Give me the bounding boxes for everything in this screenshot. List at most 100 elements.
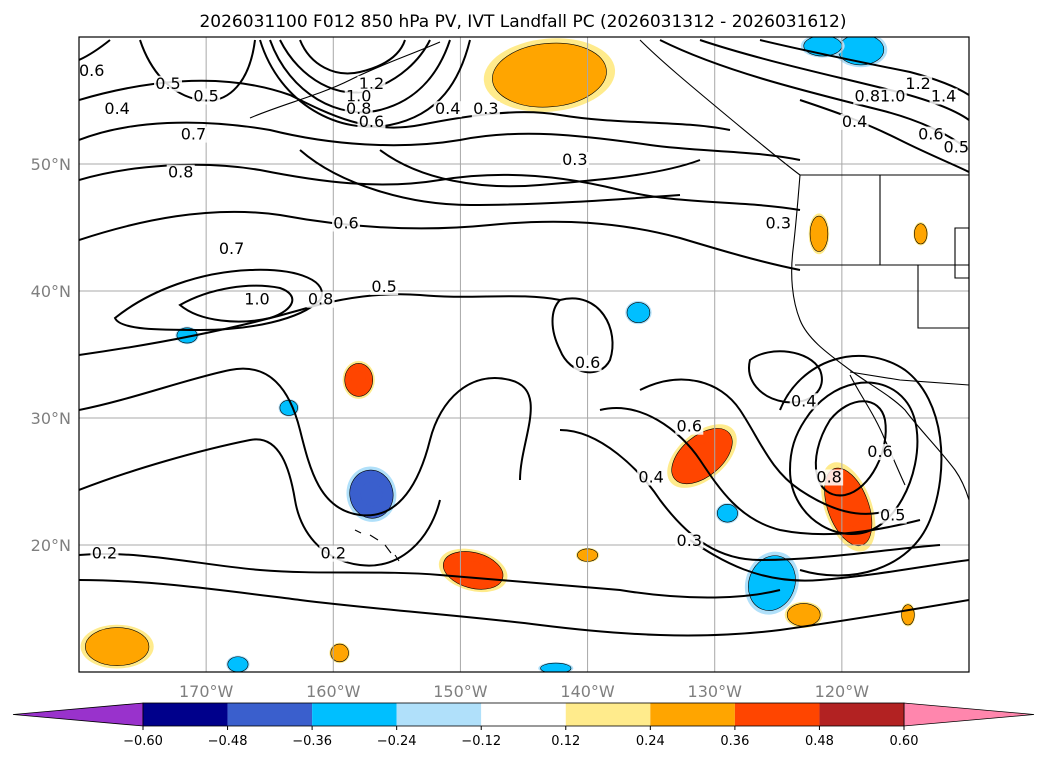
contour-label-bg: [904, 75, 933, 92]
lon-tick-label: 150°W: [433, 682, 488, 701]
contour-label: 0.6: [333, 214, 358, 233]
contour-label: 0.4: [842, 112, 867, 131]
contour-labels: 0.60.50.50.40.70.81.21.00.80.60.4 0.30.30…: [79, 61, 969, 563]
ivt-patch: [900, 603, 916, 627]
colorbar-tick-label: 0.48: [805, 734, 834, 749]
lon-tick-label: 120°W: [815, 682, 870, 701]
contour-label-bg: [357, 113, 386, 130]
contour-label-bg: [357, 75, 386, 92]
pv-contour: [79, 367, 532, 517]
contour-label-bg: [306, 291, 335, 308]
ivt-patch-fill: [914, 223, 928, 245]
colorbar-tick-label: −0.36: [292, 734, 332, 749]
lon-tick-label: 140°W: [560, 682, 615, 701]
contour-label: 1.0: [880, 87, 905, 106]
contour-label-bg: [166, 164, 195, 181]
contour-label: 0.3: [473, 99, 498, 118]
ivt-patch-fill: [786, 603, 821, 627]
bc-coast: [639, 39, 801, 176]
contour-label: 0.3: [766, 214, 791, 233]
ivt-patch: [346, 466, 397, 522]
contour-label-bg: [192, 88, 221, 105]
contour-label-bg: [243, 291, 271, 308]
colorbar-segment: [227, 703, 313, 726]
contour-label: 0.8: [816, 468, 841, 487]
pv-contour: [79, 163, 801, 211]
ivt-patch: [625, 300, 652, 325]
contour-label: 0.7: [181, 125, 206, 144]
ivt-pc-shading: [80, 37, 928, 672]
colorbar: −0.60 −0.48 −0.36 −0.24 −0.12 0.12 0.24 0.36 0.4…: [12, 702, 1035, 749]
contour-label: 0.8: [168, 163, 193, 182]
contour-label-bg: [675, 418, 704, 435]
pv-contour: [79, 210, 801, 271]
contour-label: 0.6: [79, 61, 104, 80]
colorbar-tick-label: 0.12: [551, 734, 580, 749]
colorbar-tick-label: −0.24: [377, 734, 417, 749]
pv-contour: [79, 438, 441, 567]
ivt-patch: [80, 624, 154, 669]
contour-label: 1.4: [931, 87, 956, 106]
contour-label-bg: [560, 152, 589, 168]
ivt-patch: [483, 38, 616, 112]
pv-contour: [779, 355, 943, 577]
pv-contour: [759, 39, 969, 96]
contour-label: 0.4: [791, 391, 816, 410]
contour-label-bg: [942, 139, 969, 156]
colorbar-extend-low: [12, 702, 144, 727]
longitude-tick-labels: 170°W 160°W 150°W 140°W 130°W 120°W: [179, 682, 869, 701]
hawaii: [354, 529, 400, 562]
ivt-patch-core: [686, 442, 718, 470]
colorbar-tick-label: −0.60: [123, 734, 163, 749]
pv-contour: [639, 378, 891, 515]
contour-label-bg: [433, 101, 462, 118]
contour-label: 0.8: [346, 99, 371, 118]
contour-label: 0.4: [638, 468, 663, 487]
contour-label: 0.8: [855, 87, 880, 106]
colorbar-extend-high: [903, 702, 1035, 727]
contour-label: 1.2: [905, 74, 930, 93]
pv-contour: [551, 297, 614, 374]
colorbar-segment: [650, 703, 735, 726]
border-mexico: [849, 371, 969, 386]
figure-title: 2026031100 F012 850 hPa PV, IVT Landfall…: [199, 12, 846, 32]
colorbar-tick-label: −0.48: [208, 734, 248, 749]
colorbar-tick-label: 0.36: [720, 734, 749, 749]
contour-label-bg: [370, 279, 399, 295]
map-panel: 0.60.50.50.40.70.81.21.00.80.60.4 0.30.30…: [78, 36, 970, 673]
lon-tick-label: 130°W: [688, 682, 743, 701]
border-state-4: [954, 227, 969, 279]
lon-tick-label: 160°W: [306, 682, 361, 701]
pv-contour: [748, 350, 823, 404]
ivt-patch: [808, 213, 830, 255]
ivt-patch-fill: [492, 42, 607, 108]
ivt-patch-core: [351, 371, 366, 389]
colorbar-tick-label: 0.24: [636, 734, 665, 749]
contour-label: 0.3: [562, 150, 587, 169]
contour-label: 0.4: [104, 99, 129, 118]
lon-tick-label: 170°W: [179, 682, 234, 701]
coastlines: [249, 39, 969, 562]
contour-label: 0.2: [321, 544, 346, 563]
colorbar-tick-label: 0.60: [890, 734, 919, 749]
ivt-patch: [744, 551, 799, 615]
ivt-patch: [342, 360, 375, 399]
pv-contour: [79, 121, 801, 161]
contour-label-bg: [929, 88, 958, 105]
contour-label: 1.2: [359, 74, 384, 93]
contour-label-bg: [344, 88, 373, 105]
pv-contour: [79, 79, 731, 131]
ivt-patch-fill: [540, 662, 572, 672]
ivt-patch-core: [360, 482, 383, 507]
pv-contour: [269, 39, 451, 114]
ivt-patch-fill: [837, 37, 885, 66]
contour-label-bg: [79, 63, 106, 80]
colorbar-segment: [819, 703, 904, 726]
ivt-patch-fill: [85, 627, 150, 666]
pv-contour: [799, 99, 969, 173]
ivt-patch-fill: [901, 604, 915, 626]
contour-label: 0.8: [308, 290, 333, 309]
pv-contour: [79, 552, 781, 599]
ivt-patch: [175, 326, 199, 345]
lat-tick-label: 30°N: [31, 409, 71, 428]
